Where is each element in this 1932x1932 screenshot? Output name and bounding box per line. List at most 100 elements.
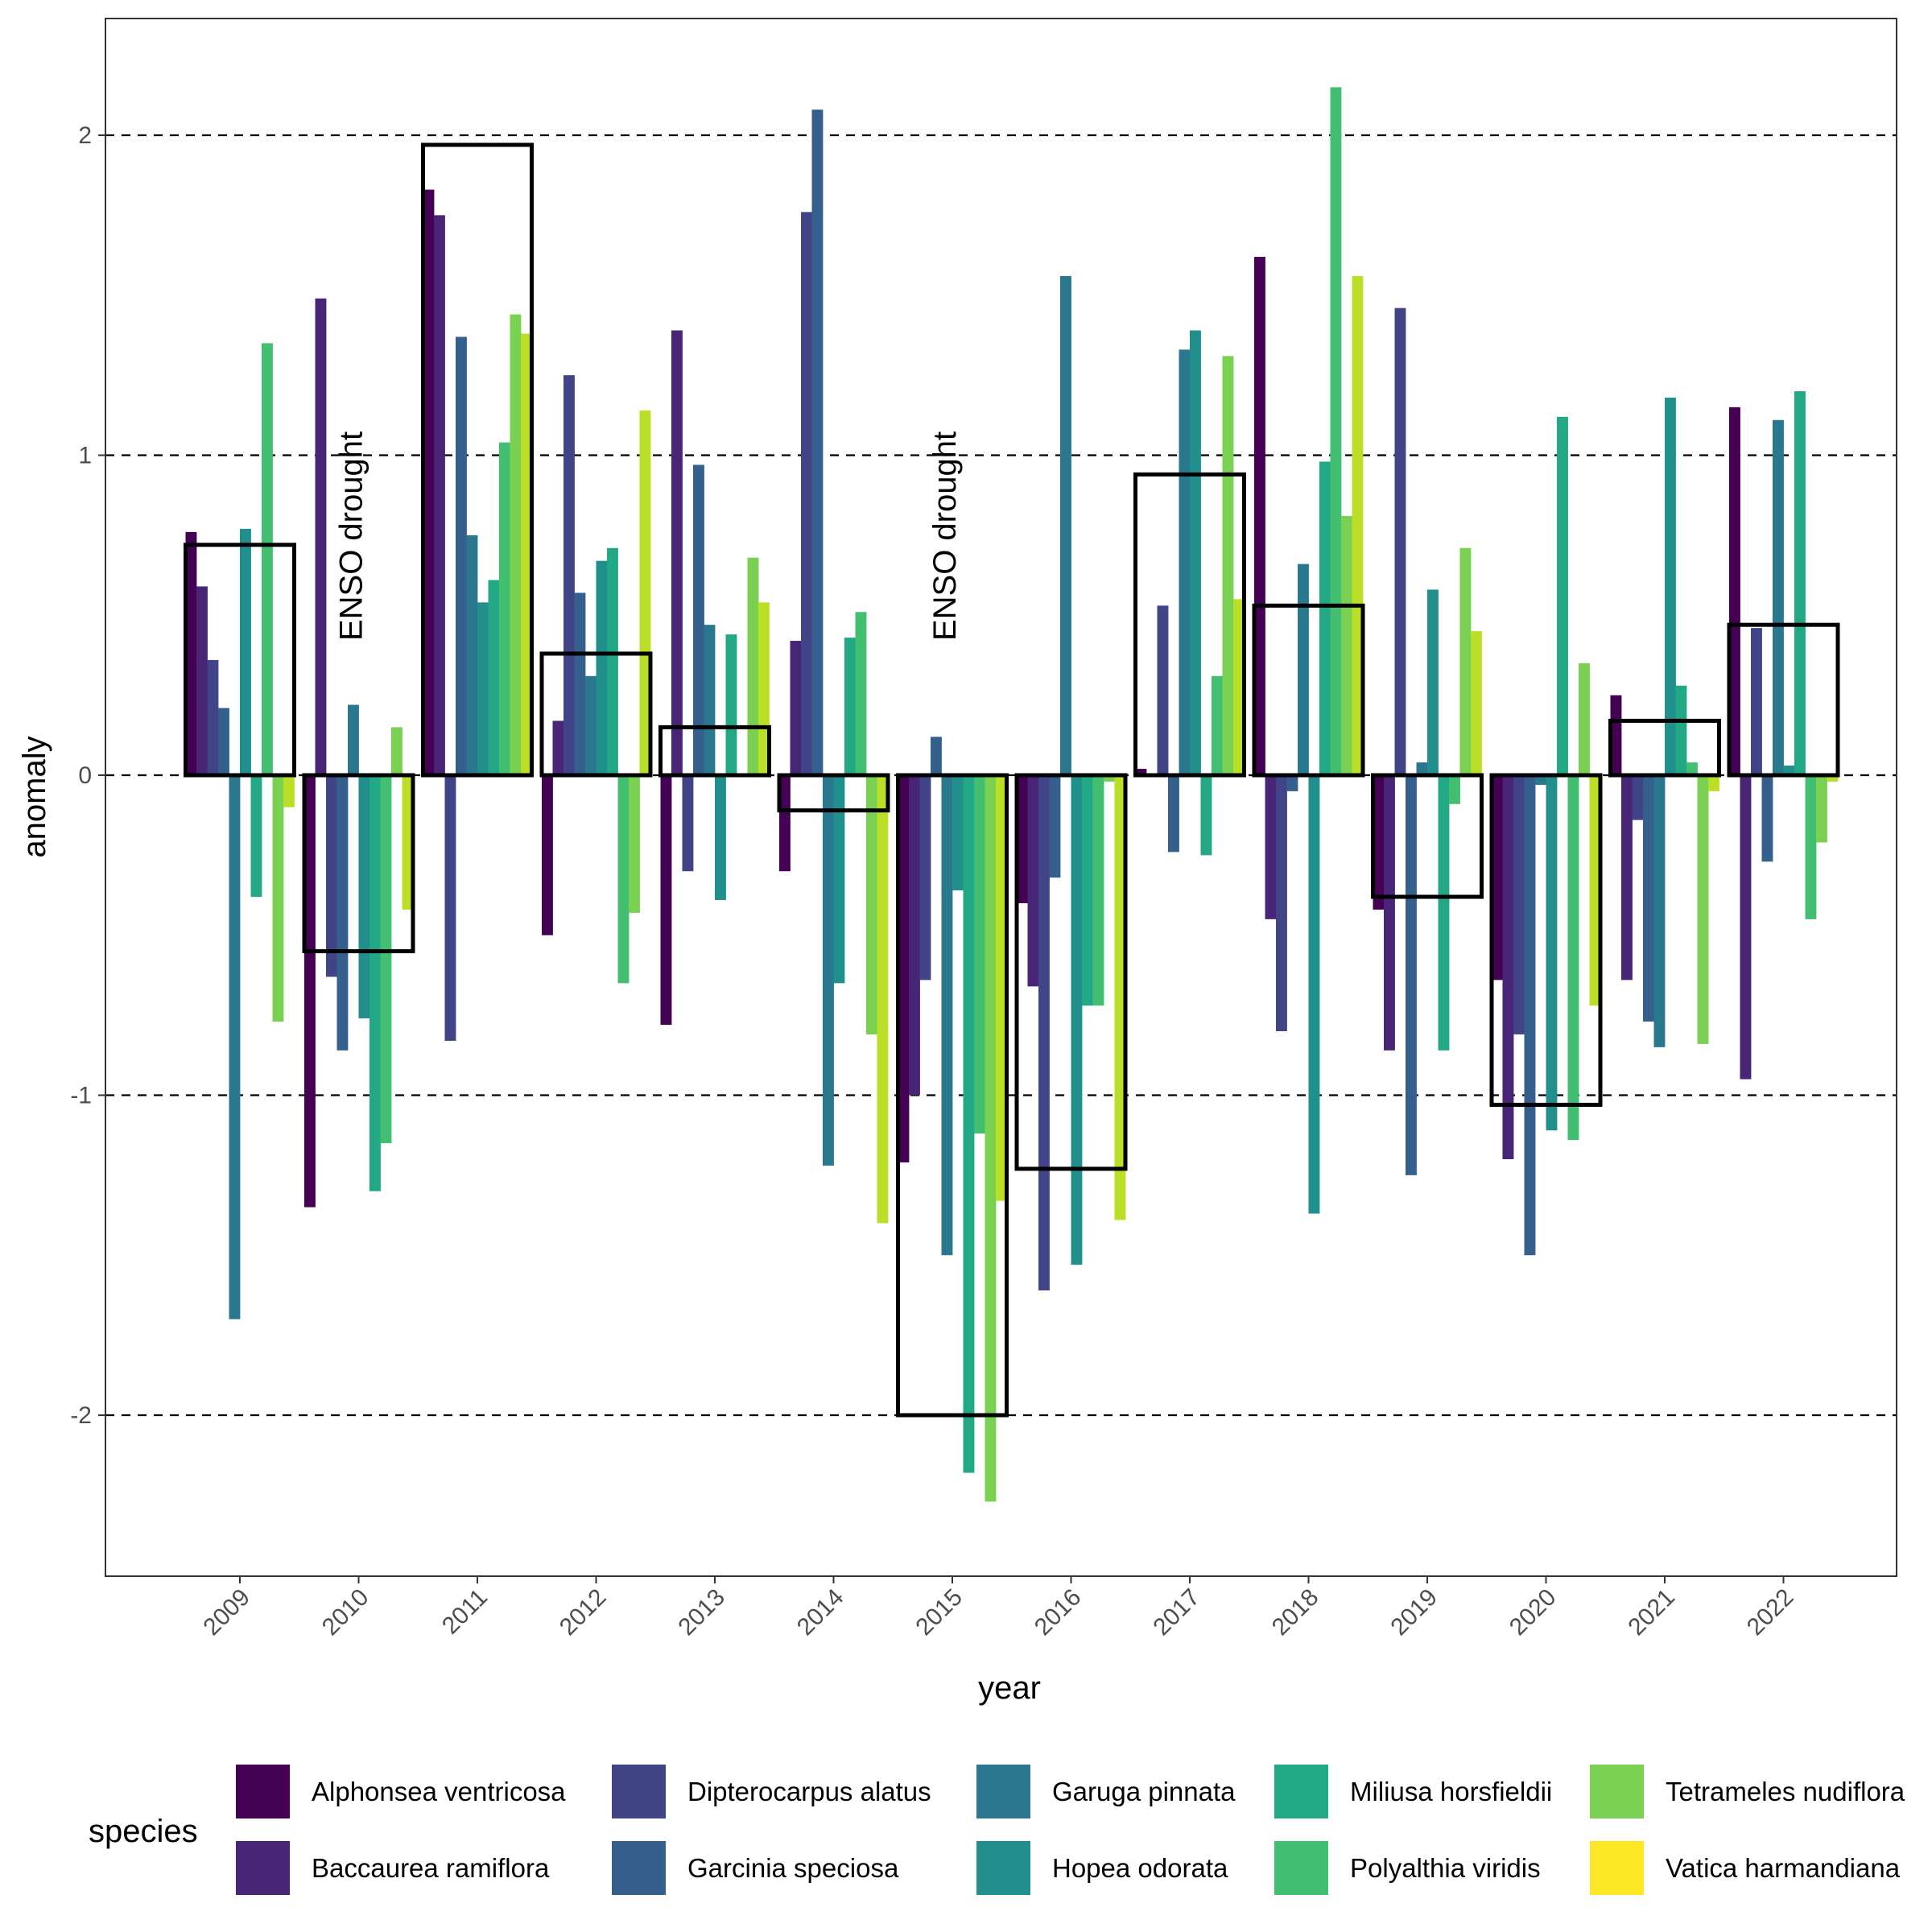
- bar: [909, 775, 920, 1096]
- bar: [574, 592, 586, 775]
- y-axis-title: anomaly: [17, 736, 52, 857]
- bar: [1513, 775, 1525, 1034]
- bar: [1773, 419, 1784, 775]
- legend-label: Garcinia speciosa: [687, 1853, 899, 1883]
- bar: [1589, 775, 1601, 1006]
- bar: [1298, 564, 1309, 775]
- x-tick-label: 2017: [1148, 1584, 1205, 1641]
- bar: [552, 720, 564, 775]
- bar: [1092, 775, 1104, 1006]
- legend-swatch: [1274, 1841, 1328, 1895]
- bar: [369, 775, 381, 1191]
- bar: [952, 775, 964, 891]
- bar: [521, 333, 532, 775]
- bar: [1319, 461, 1331, 775]
- mean-box: [1371, 773, 1484, 899]
- x-tick-label: 2009: [198, 1584, 255, 1641]
- bar: [477, 602, 489, 775]
- bar: [1783, 766, 1795, 775]
- legend-swatch: [1590, 1765, 1644, 1818]
- legend-label: Tetrameles nudiflora: [1666, 1777, 1905, 1806]
- x-tick-label: 2013: [673, 1584, 730, 1641]
- legend-label: Hopea odorata: [1052, 1853, 1228, 1883]
- bar: [1632, 775, 1644, 820]
- mean-box: [539, 651, 653, 778]
- bar: [1233, 599, 1245, 775]
- mean-box: [896, 773, 1009, 1418]
- bar: [833, 775, 845, 984]
- bar: [466, 535, 478, 775]
- x-tick-label: 2022: [1742, 1584, 1799, 1641]
- bar: [617, 775, 630, 984]
- y-tick-label: 2: [78, 122, 92, 149]
- bar: [758, 602, 770, 775]
- bar: [185, 531, 197, 775]
- bar: [1805, 775, 1817, 919]
- bar: [358, 775, 370, 1019]
- bar: [1114, 775, 1126, 1220]
- bar: [1794, 391, 1806, 775]
- bar: [941, 775, 953, 1256]
- bar: [985, 775, 997, 1502]
- bar: [1471, 631, 1482, 775]
- x-tick-label: 2016: [1030, 1584, 1087, 1641]
- mean-boxes: [184, 142, 1840, 1418]
- bar: [811, 109, 824, 775]
- bar: [1071, 775, 1083, 1265]
- legend-swatch: [612, 1841, 666, 1895]
- bar: [196, 586, 208, 775]
- bar: [844, 638, 856, 775]
- legend-swatch: [236, 1841, 290, 1895]
- bar: [1308, 775, 1320, 1214]
- bar: [1104, 775, 1115, 782]
- bar: [1827, 775, 1839, 782]
- bar: [1621, 775, 1633, 980]
- bar: [1492, 775, 1503, 980]
- x-tick-label: 2020: [1505, 1584, 1562, 1641]
- bar: [1729, 407, 1740, 775]
- bar: [715, 775, 726, 901]
- y-tick-label: 0: [78, 762, 92, 789]
- legend-swatch: [1274, 1765, 1328, 1818]
- bar: [348, 704, 359, 775]
- mean-box: [421, 142, 534, 778]
- bar: [898, 775, 910, 1162]
- bar: [1567, 775, 1579, 1141]
- bar: [607, 547, 618, 775]
- bar: [1761, 775, 1773, 862]
- mean-box: [184, 543, 296, 778]
- bar: [866, 775, 877, 1034]
- bar: [1535, 775, 1546, 785]
- legend-swatch: [976, 1765, 1030, 1818]
- mean-box: [1489, 773, 1603, 1107]
- bar: [1394, 308, 1406, 775]
- bar: [725, 634, 737, 775]
- bar: [207, 659, 219, 775]
- bar: [326, 775, 337, 977]
- bar: [272, 775, 284, 1022]
- bar: [823, 775, 834, 1166]
- bar: [1352, 275, 1364, 775]
- legend-label: Dipterocarpus alatus: [687, 1777, 931, 1806]
- mean-box: [1727, 622, 1840, 778]
- y-tick-label: -2: [70, 1402, 92, 1429]
- bar: [1330, 87, 1342, 775]
- bar: [1557, 416, 1568, 775]
- bar: [1157, 605, 1169, 775]
- bar: [456, 336, 467, 775]
- x-axis-title: year: [978, 1670, 1041, 1706]
- legend-swatch: [976, 1841, 1030, 1895]
- bar: [402, 775, 414, 910]
- mean-box: [658, 724, 771, 778]
- bar: [1212, 675, 1223, 775]
- x-tick-label: 2019: [1385, 1584, 1443, 1641]
- bar: [218, 708, 229, 775]
- mean-box: [1252, 603, 1365, 778]
- bar: [1502, 775, 1514, 1159]
- bar: [1546, 775, 1558, 1131]
- bar: [564, 375, 575, 775]
- bar: [1579, 663, 1590, 775]
- y-tick-label: 1: [78, 443, 92, 469]
- bar: [671, 330, 683, 776]
